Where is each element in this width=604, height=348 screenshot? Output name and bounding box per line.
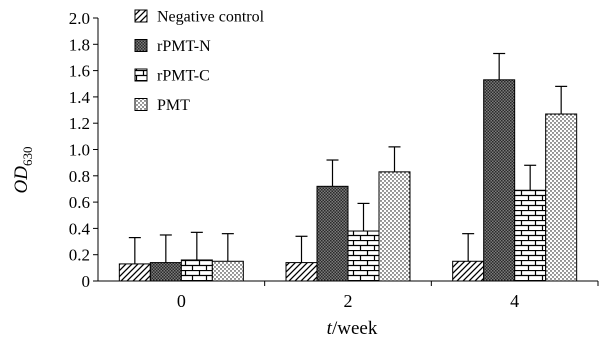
bar-diagonal-hatch [452,260,485,282]
y-axis-title: OD630 [11,147,35,194]
bar-diagonal-hatch [118,263,151,282]
bar-diagonal-hatch [285,262,318,282]
y-tick-label: 2.0 [69,9,90,28]
x-category-label: 0 [177,291,186,311]
legend-label: PMT [157,97,190,114]
y-tick-label: 0.6 [69,193,90,212]
legend-swatch-diagonal-hatch [134,9,148,23]
x-axis-title-unit: /week [332,318,378,339]
bar-dots [545,113,578,282]
y-tick-label: 1.6 [69,62,90,81]
y-tick-label: 1.4 [69,88,91,107]
y-axis-title-main: OD [11,166,32,194]
x-axis-title: t/week [327,318,378,339]
bar-dense-crosshatch [316,185,349,282]
y-axis-title-subscript: 630 [20,147,35,167]
legend-label: rPMT-N [157,38,211,55]
y-tick-label: 0 [82,272,91,291]
y-tick-label: 1.0 [69,141,90,160]
y-tick-label: 0.4 [69,219,91,238]
y-tick-label: 1.2 [69,114,90,133]
bar-dots [211,260,244,282]
legend-swatch-dense-crosshatch [134,39,148,52]
bar-brick [180,259,213,282]
x-category-label: 4 [510,291,519,311]
legend-swatch-dots [134,98,148,111]
x-category-label: 2 [344,291,353,311]
x-axis-title-var: t [327,318,333,339]
legend-swatch-brick [134,68,148,82]
y-tick-label: 0.8 [69,167,90,186]
legend-label: rPMT-C [157,68,210,85]
legend-label: Negative control [157,9,265,26]
legend: Negative control rPMT-N rPMT-C PMT [134,9,265,114]
bar-brick [514,189,547,282]
axes: 0 0.2 0.4 0.6 0.8 1.0 1.2 1.4 1.6 1.8 2.0 0 2 4 [69,9,599,311]
bar-brick [347,230,380,282]
y-tick-label: 1.8 [69,35,90,54]
bar-dots [378,171,411,282]
bar-dense-crosshatch [483,79,516,282]
bar-dense-crosshatch [149,262,182,282]
bars [118,52,578,282]
y-tick-label: 0.2 [69,246,90,265]
